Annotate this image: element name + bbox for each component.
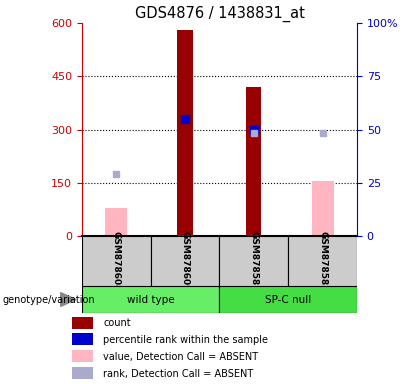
Bar [82,286,220,313]
Text: count: count [103,318,131,328]
Text: value, Detection Call = ABSENT: value, Detection Call = ABSENT [103,352,259,362]
Bar [151,236,220,286]
Text: wild type: wild type [127,295,174,305]
Text: SP-C null: SP-C null [265,295,311,305]
Polygon shape [61,293,76,306]
Bar [72,367,93,379]
Bar [72,350,93,362]
Text: GSM878609: GSM878609 [181,231,189,291]
Bar [178,30,193,236]
Text: genotype/variation: genotype/variation [2,295,95,305]
Bar [312,181,333,236]
Bar [220,286,357,313]
Bar [220,236,288,286]
Text: GSM878582: GSM878582 [249,231,258,291]
Bar [82,236,151,286]
Bar [246,87,261,236]
Bar [72,333,93,346]
Title: GDS4876 / 1438831_at: GDS4876 / 1438831_at [134,5,304,22]
Bar [72,316,93,329]
Text: rank, Detection Call = ABSENT: rank, Detection Call = ABSENT [103,369,254,379]
Bar [288,236,357,286]
Text: GSM878583: GSM878583 [318,231,327,291]
Text: percentile rank within the sample: percentile rank within the sample [103,335,268,345]
Bar [105,208,127,236]
Text: GSM878608: GSM878608 [112,231,121,291]
